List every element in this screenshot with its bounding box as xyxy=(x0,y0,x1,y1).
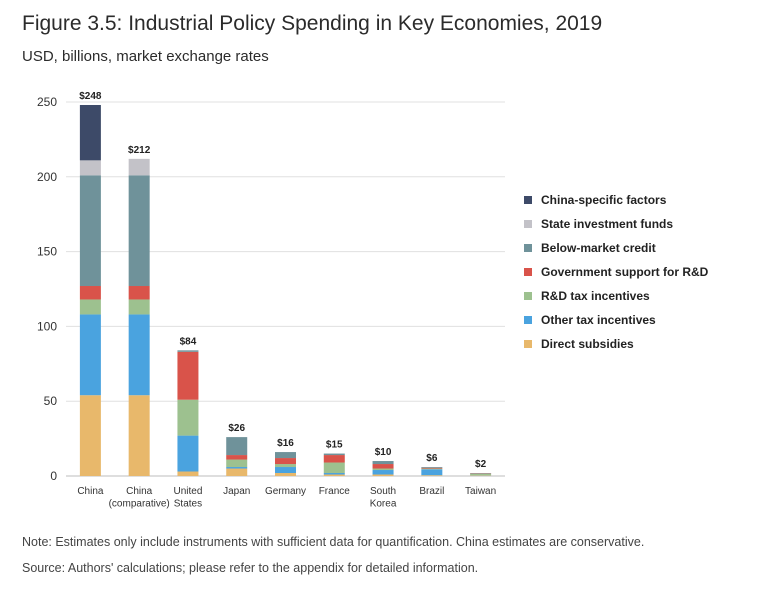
bar-segment xyxy=(79,395,101,476)
y-tick-label: 200 xyxy=(37,170,57,184)
legend-swatch xyxy=(524,244,532,252)
bar-segment xyxy=(79,286,101,300)
x-tick-label: Korea xyxy=(370,499,397,510)
legend-swatch xyxy=(524,196,532,204)
bar-total-label: $84 xyxy=(180,336,197,347)
bar-segment xyxy=(226,437,248,456)
x-tick-label: South xyxy=(370,486,396,497)
bar-segment xyxy=(421,468,443,470)
bar-total-label: $16 xyxy=(277,438,294,449)
bar-total-label: $10 xyxy=(375,447,392,458)
bar-segment xyxy=(323,455,345,463)
bar-segment xyxy=(177,471,199,476)
legend-label: Direct subsidies xyxy=(541,337,634,351)
legend-label: Below-market credit xyxy=(541,241,656,255)
y-tick-label: 100 xyxy=(37,319,57,333)
bar-segment xyxy=(177,351,199,400)
x-tick-label: States xyxy=(174,499,202,510)
bar-segment xyxy=(372,470,394,475)
bar-segment xyxy=(275,452,296,459)
legend-item: China-specific factors xyxy=(524,188,708,212)
bar-segment xyxy=(323,462,345,474)
bar-segment xyxy=(128,158,150,176)
bar-segment xyxy=(372,461,394,465)
bar-segment xyxy=(372,474,394,476)
bar-segment xyxy=(372,468,394,471)
y-tick-label: 50 xyxy=(44,394,58,408)
legend-swatch xyxy=(524,340,532,348)
bar-segment xyxy=(128,395,150,476)
bar-segment xyxy=(470,473,492,476)
bar-segment xyxy=(275,458,296,465)
legend-swatch xyxy=(524,220,532,228)
bar-segment xyxy=(79,104,101,161)
x-tick-label: Brazil xyxy=(419,486,444,497)
bar-segment xyxy=(128,286,150,300)
legend-item: Below-market credit xyxy=(524,236,708,260)
bar-segment xyxy=(79,314,101,396)
bar-segment xyxy=(275,464,296,468)
x-tick-label: China xyxy=(77,486,104,497)
legend-label: Government support for R&D xyxy=(541,265,709,279)
legend-swatch xyxy=(524,268,532,276)
bar-segment xyxy=(323,453,345,456)
bar-segment xyxy=(128,299,150,315)
y-tick-label: 0 xyxy=(50,469,57,483)
bar-segment xyxy=(226,459,248,468)
chart-title: Figure 3.5: Industrial Policy Spending i… xyxy=(22,12,603,35)
bar-segment xyxy=(226,455,248,460)
bar-segment xyxy=(421,469,443,476)
bar-segment xyxy=(79,160,101,176)
legend-item: R&D tax incentives xyxy=(524,284,708,308)
bar-segment xyxy=(226,467,248,469)
bar-segment xyxy=(323,473,345,475)
bar-segment xyxy=(275,467,296,474)
bar-segment xyxy=(421,467,443,469)
legend-label: R&D tax incentives xyxy=(541,289,650,303)
bar-segment xyxy=(128,175,150,287)
legend-item: Other tax incentives xyxy=(524,308,708,332)
legend-swatch xyxy=(524,292,532,300)
legend-item: State investment funds xyxy=(524,212,708,236)
x-tick-label: China xyxy=(126,486,153,497)
bar-segment xyxy=(177,435,199,472)
bar-segment xyxy=(177,350,199,352)
x-tick-label: France xyxy=(319,486,351,497)
bar-total-label: $212 xyxy=(128,145,151,156)
chart-source: Source: Authors' calculations; please re… xyxy=(22,561,479,575)
bar-segment xyxy=(323,474,345,476)
bar-segment xyxy=(226,468,248,476)
bar-segment xyxy=(177,399,199,436)
bar-segment xyxy=(421,475,443,476)
bar-segment xyxy=(372,464,394,469)
bar-segment xyxy=(275,473,296,476)
stacked-bar-chart: 0 50 100 150 200 250 $248 China $212 China (compar… xyxy=(37,91,505,510)
bar-segment xyxy=(79,299,101,315)
bar-segment xyxy=(79,175,101,287)
x-tick-label: Taiwan xyxy=(465,486,496,497)
x-tick-label: (comparative) xyxy=(109,499,170,510)
chart-subtitle: USD, billions, market exchange rates xyxy=(22,48,269,65)
bar-total-label: $248 xyxy=(79,91,102,102)
legend-item: Direct subsidies xyxy=(524,332,708,356)
x-tick-label: Japan xyxy=(223,486,250,497)
y-tick-label: 250 xyxy=(37,95,57,109)
bar-total-label: $2 xyxy=(475,459,487,470)
bar-segment xyxy=(421,467,443,468)
bar-total-label: $15 xyxy=(326,440,343,451)
legend-swatch xyxy=(524,316,532,324)
bar-total-label: $26 xyxy=(228,423,245,434)
legend-label: State investment funds xyxy=(541,217,674,231)
chart-note: Note: Estimates only include instruments… xyxy=(22,535,645,549)
legend-label: Other tax incentives xyxy=(541,313,656,327)
x-tick-label: United xyxy=(173,486,202,497)
legend-label: China-specific factors xyxy=(541,193,667,207)
bar-total-label: $6 xyxy=(426,453,438,464)
x-tick-label: Germany xyxy=(265,486,306,497)
legend-item: Government support for R&D xyxy=(524,260,708,284)
bar-segment xyxy=(128,314,150,396)
chart-legend: China-specific factors State investment f… xyxy=(524,188,708,356)
y-tick-label: 150 xyxy=(37,245,57,259)
